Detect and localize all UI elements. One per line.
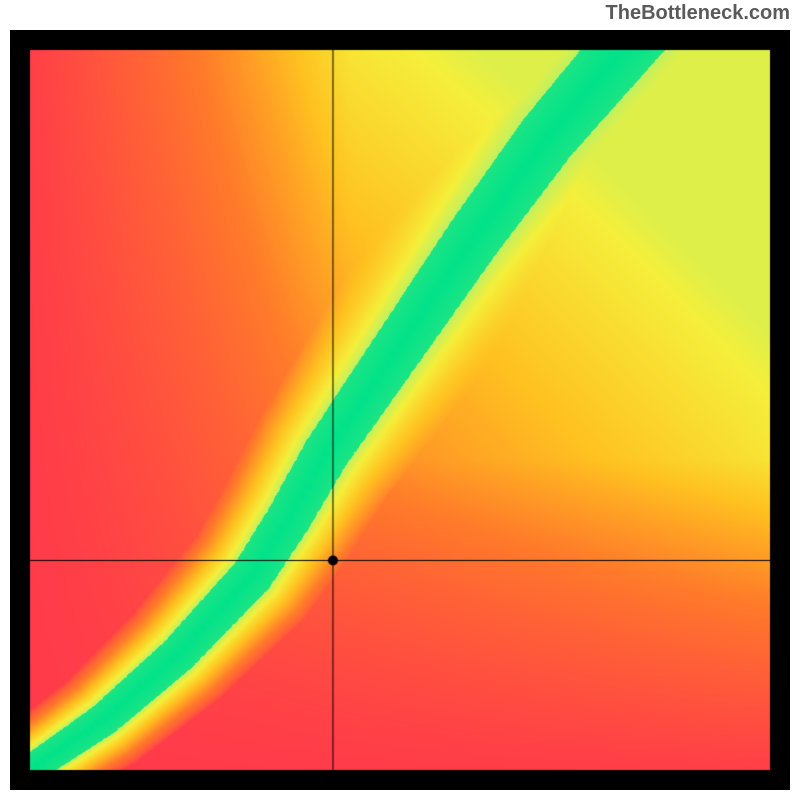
chart-frame <box>10 30 790 790</box>
chart-container: TheBottleneck.com <box>0 0 800 800</box>
watermark-text: TheBottleneck.com <box>606 2 790 25</box>
heatmap-canvas <box>10 30 790 790</box>
